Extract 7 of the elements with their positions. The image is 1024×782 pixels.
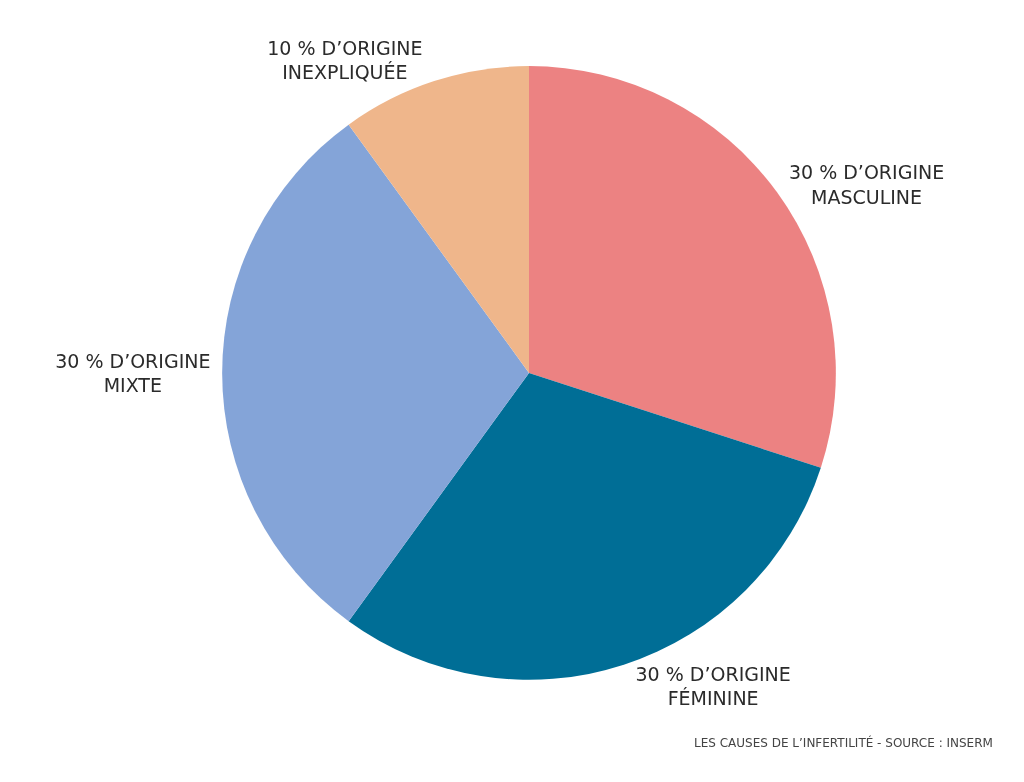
slice-label: 10 % D’ORIGINE INEXPLIQUÉE [267, 36, 423, 84]
text: LES CAUSES DE L’INFERTILITÉ - SOURCE : INSERM [694, 735, 993, 750]
slice-label: 30 % D’ORIGINE MASCULINE [788, 161, 945, 208]
slice-label: 30 % D’ORIGINE MIXTE [55, 349, 211, 397]
pie-slice [348, 372, 821, 680]
slice-label: 30 % D’ORIGINE FÉMININE [635, 662, 791, 710]
pie-slice [222, 124, 529, 622]
